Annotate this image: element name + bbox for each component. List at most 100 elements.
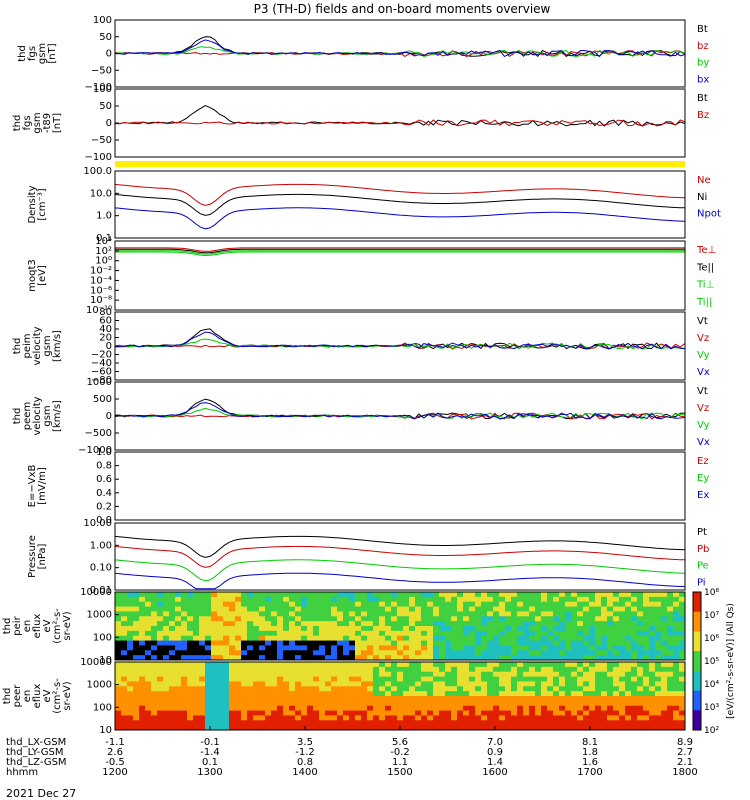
spectrogram-cell: [679, 666, 686, 673]
spectrogram-cell: [247, 666, 254, 673]
spectrogram-cell: [499, 686, 506, 692]
spectrogram-cell: [187, 640, 194, 646]
spectrogram-cell: [553, 662, 560, 668]
spectrogram-cell: [421, 725, 428, 731]
spectrogram-cell: [211, 655, 218, 661]
spectrogram-cell: [619, 611, 626, 617]
spectrogram-cell: [181, 696, 188, 702]
spectrogram-cell: [427, 655, 434, 661]
spectrogram-cell: [115, 710, 122, 716]
spectrogram-cell: [661, 621, 668, 627]
spectrogram-cell: [169, 645, 176, 651]
spectrogram-cell: [637, 710, 644, 716]
spectrogram-cell: [121, 676, 128, 682]
spectrogram-cell: [175, 671, 182, 677]
spectrogram-cell: [367, 635, 374, 641]
spectrogram-cell: [451, 616, 458, 622]
spectrogram-cell: [361, 686, 368, 692]
spectrogram-cell: [463, 681, 470, 687]
spectrogram-cell: [157, 662, 164, 668]
spectrogram-cell: [523, 676, 530, 682]
spectrogram-cell: [415, 611, 422, 617]
spectrogram-cell: [655, 655, 662, 661]
spectrogram-cell: [307, 725, 314, 731]
spectrogram-cell: [247, 621, 254, 627]
spectrogram-cell: [229, 606, 236, 612]
spectrogram-cell: [649, 681, 656, 687]
spectrogram-cell: [577, 640, 584, 646]
spectrogram-cell: [127, 630, 134, 637]
spectrogram-cell: [439, 705, 446, 711]
spectrogram-cell: [391, 611, 398, 617]
spectrogram-cell: [301, 640, 308, 646]
spectrogram-cell: [115, 640, 122, 646]
spectrogram-cell: [673, 710, 680, 716]
spectrogram-cell: [145, 725, 152, 731]
spectrogram-cell: [403, 676, 410, 682]
spectrogram-cell: [277, 611, 284, 617]
y-axis-label-line: eflux: [32, 614, 43, 639]
spectrogram-cell: [469, 616, 476, 622]
spectrogram-cell: [223, 645, 230, 651]
spectrogram-cell: [403, 691, 410, 697]
spectrogram-cell: [529, 715, 536, 721]
spectrogram-cell: [331, 626, 338, 632]
spectrogram-cell: [451, 671, 458, 677]
spectrogram-cell: [229, 616, 236, 622]
spectrogram-cell: [475, 676, 482, 682]
spectrogram-cell: [289, 630, 296, 637]
legend-entry: Vy: [697, 420, 710, 431]
spectrogram-cell: [199, 686, 206, 692]
spectrogram-cell: [145, 655, 152, 661]
spectrogram-cell: [355, 592, 362, 598]
spectrogram-cell: [499, 592, 506, 598]
spectrogram-cell: [427, 611, 434, 617]
spectrogram-cell: [475, 715, 482, 721]
spectrogram-cell: [583, 616, 590, 622]
spectrogram-cell: [187, 700, 194, 707]
spectrogram-cell: [433, 710, 440, 716]
spectrogram-cell: [565, 700, 572, 707]
y-axis-label-line: fgs: [22, 115, 33, 130]
spectrogram-cell: [523, 725, 530, 731]
spectrogram-cell: [325, 686, 332, 692]
spectrogram-cell: [331, 710, 338, 716]
spectrogram-cell: [625, 601, 632, 607]
spectrogram-cell: [289, 635, 296, 641]
spectrogram-cell: [391, 671, 398, 677]
spectrogram-cell: [505, 710, 512, 716]
spectrogram-cell: [661, 650, 668, 656]
spectrogram-cell: [541, 666, 548, 673]
spectrogram-cell: [673, 655, 680, 661]
spectrogram-cell: [505, 696, 512, 702]
spectrogram-cell: [205, 715, 212, 721]
x-tick-label: 1600: [482, 767, 507, 778]
spectrogram-cell: [169, 640, 176, 646]
spectrogram-cell: [163, 700, 170, 707]
spectrogram-cell: [193, 596, 200, 603]
spectrogram-cell: [667, 725, 674, 731]
spectrogram-cell: [259, 621, 266, 627]
spectrogram-cell: [493, 676, 500, 682]
y-axis-label-line: [eV]: [37, 265, 48, 286]
y-tick-label: 100: [93, 632, 112, 643]
y-axis-label-line: thd: [2, 688, 13, 705]
legend-entry: Ni: [697, 192, 707, 203]
spectrogram-cell: [637, 606, 644, 612]
spectrogram-cell: [121, 596, 128, 603]
spectrogram-cell: [451, 606, 458, 612]
spectrogram-cell: [139, 662, 146, 668]
spectrogram-cell: [457, 655, 464, 661]
spectrogram-cell: [649, 640, 656, 646]
spectrogram-cell: [343, 676, 350, 682]
spectrogram-cell: [157, 710, 164, 716]
spectrogram-cell: [319, 671, 326, 677]
spectrogram-cell: [217, 681, 224, 687]
spectrogram-cell: [151, 691, 158, 697]
spectrogram-cell: [157, 705, 164, 711]
spectrogram-cell: [613, 645, 620, 651]
y-axis-label-line: thd: [12, 115, 23, 132]
y-tick-label: 500: [93, 394, 112, 405]
spectrogram-cell: [307, 630, 314, 637]
